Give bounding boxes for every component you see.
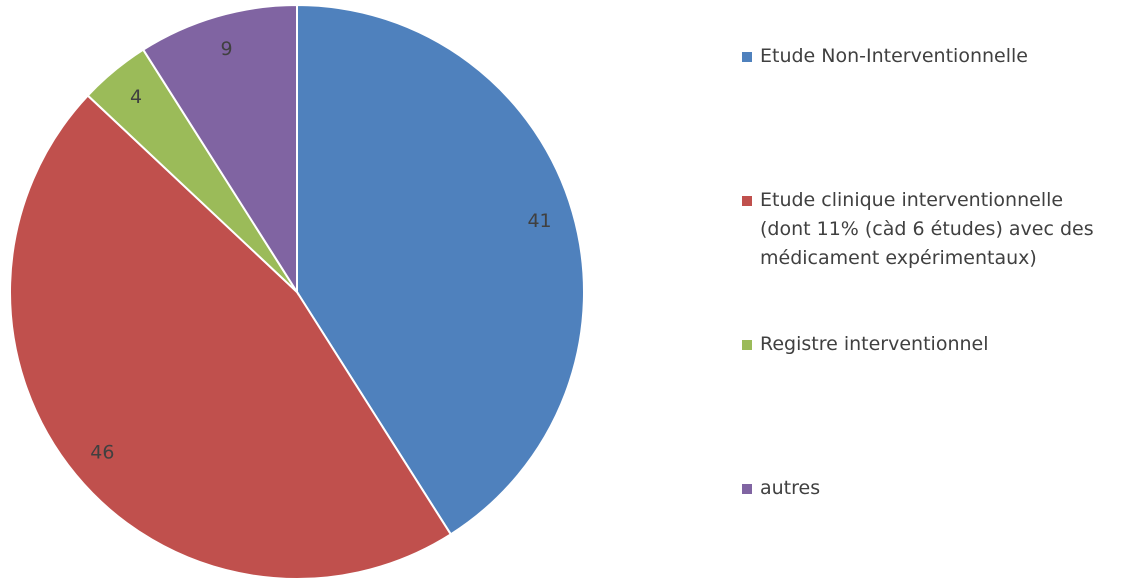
data-label: 41 <box>527 210 551 232</box>
legend-swatch <box>742 196 752 206</box>
legend: Etude Non-Interventionnelle Etude cliniqu… <box>742 0 1122 582</box>
legend-swatch <box>742 52 752 62</box>
legend-item: Etude Non-Interventionnelle <box>742 42 1117 71</box>
pie-slice <box>9 94 453 580</box>
legend-label: Registre interventionnel <box>760 333 989 355</box>
legend-label: Etude Non-Interventionnelle <box>760 45 1028 67</box>
legend-item: Registre interventionnel <box>742 330 1117 359</box>
legend-swatch <box>742 340 752 350</box>
legend-label: autres <box>760 477 821 499</box>
legend-label: Etude clinique interventionnelle (dont 1… <box>760 189 1094 269</box>
legend-item: Etude clinique interventionnelle (dont 1… <box>742 186 1117 273</box>
data-label: 9 <box>220 38 232 60</box>
legend-item: autres <box>742 474 1117 503</box>
pie-slice <box>296 3 585 536</box>
data-label: 46 <box>90 441 114 463</box>
data-label: 4 <box>130 86 142 108</box>
pie-slice <box>141 3 298 296</box>
legend-swatch <box>742 484 752 494</box>
